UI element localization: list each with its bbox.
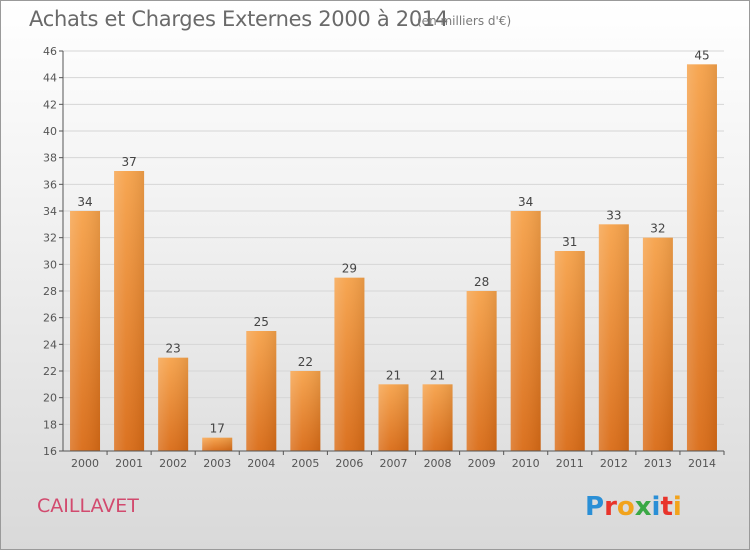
bar-shine [686,64,717,452]
bar-shine [598,224,629,451]
y-tick-label: 46 [43,45,57,58]
bar-shine [378,384,409,451]
x-tick-label: 2014 [688,457,716,470]
y-tick-label: 16 [43,445,57,458]
x-tick-label: 2010 [512,457,540,470]
bar-value-label: 22 [298,355,313,369]
y-tick-label: 42 [43,98,57,111]
bar-value-label: 34 [518,195,533,209]
commune-name: CAILLAVET [37,495,139,517]
y-tick-label: 32 [43,232,57,245]
y-tick-label: 24 [43,338,57,351]
bar-shine [642,237,673,451]
bar-shine [246,331,277,451]
bar-value-label: 21 [386,368,401,382]
x-tick-label: 2003 [203,457,231,470]
chart-title: Achats et Charges Externes 2000 à 2014 [29,7,449,31]
y-tick-label: 22 [43,365,57,378]
x-tick-label: 2011 [556,457,584,470]
bar-value-label: 37 [121,155,136,169]
bar-shine [554,251,585,451]
y-tick-label: 36 [43,178,57,191]
bar-value-label: 28 [474,275,489,289]
bar-shine [334,277,365,451]
bar-value-label: 31 [562,235,577,249]
bar-value-label: 32 [650,222,665,236]
bar-shine [466,291,497,451]
bar-shine [422,384,453,451]
y-tick-label: 30 [43,258,57,271]
bar-value-label: 34 [77,195,92,209]
bar-shine [202,437,233,451]
x-tick-label: 2000 [71,457,99,470]
y-tick-label: 26 [43,312,57,325]
bar-value-label: 23 [166,342,181,356]
bar-value-label: 17 [210,422,225,436]
x-tick-label: 2002 [159,457,187,470]
bar-shine [510,211,541,451]
bar-value-label: 29 [342,262,357,276]
chart-subtitle: (en milliers d'€) [417,14,512,28]
bar-value-label: 33 [606,208,621,222]
x-tick-label: 2007 [380,457,408,470]
bar-value-label: 45 [694,48,709,62]
x-tick-label: 2004 [247,457,275,470]
x-tick-label: 2008 [424,457,452,470]
bar-value-label: 25 [254,315,269,329]
x-tick-label: 2005 [291,457,319,470]
svg-text:Proxiti: Proxiti [585,492,682,522]
bar-shine [114,171,145,451]
y-tick-label: 28 [43,285,57,298]
x-tick-label: 2009 [468,457,496,470]
x-tick-label: 2006 [335,457,363,470]
y-tick-label: 18 [43,418,57,431]
proxiti-logo[interactable]: Proxiti [583,489,693,523]
bar-shine [70,211,101,451]
bar-shine [158,357,189,451]
y-tick-label: 20 [43,392,57,405]
x-tick-label: 2012 [600,457,628,470]
y-tick-label: 40 [43,125,57,138]
x-tick-label: 2013 [644,457,672,470]
y-tick-label: 38 [43,152,57,165]
y-tick-label: 44 [43,72,57,85]
y-tick-label: 34 [43,205,57,218]
bar-shine [290,371,321,451]
bar-value-label: 21 [430,368,445,382]
x-tick-label: 2001 [115,457,143,470]
